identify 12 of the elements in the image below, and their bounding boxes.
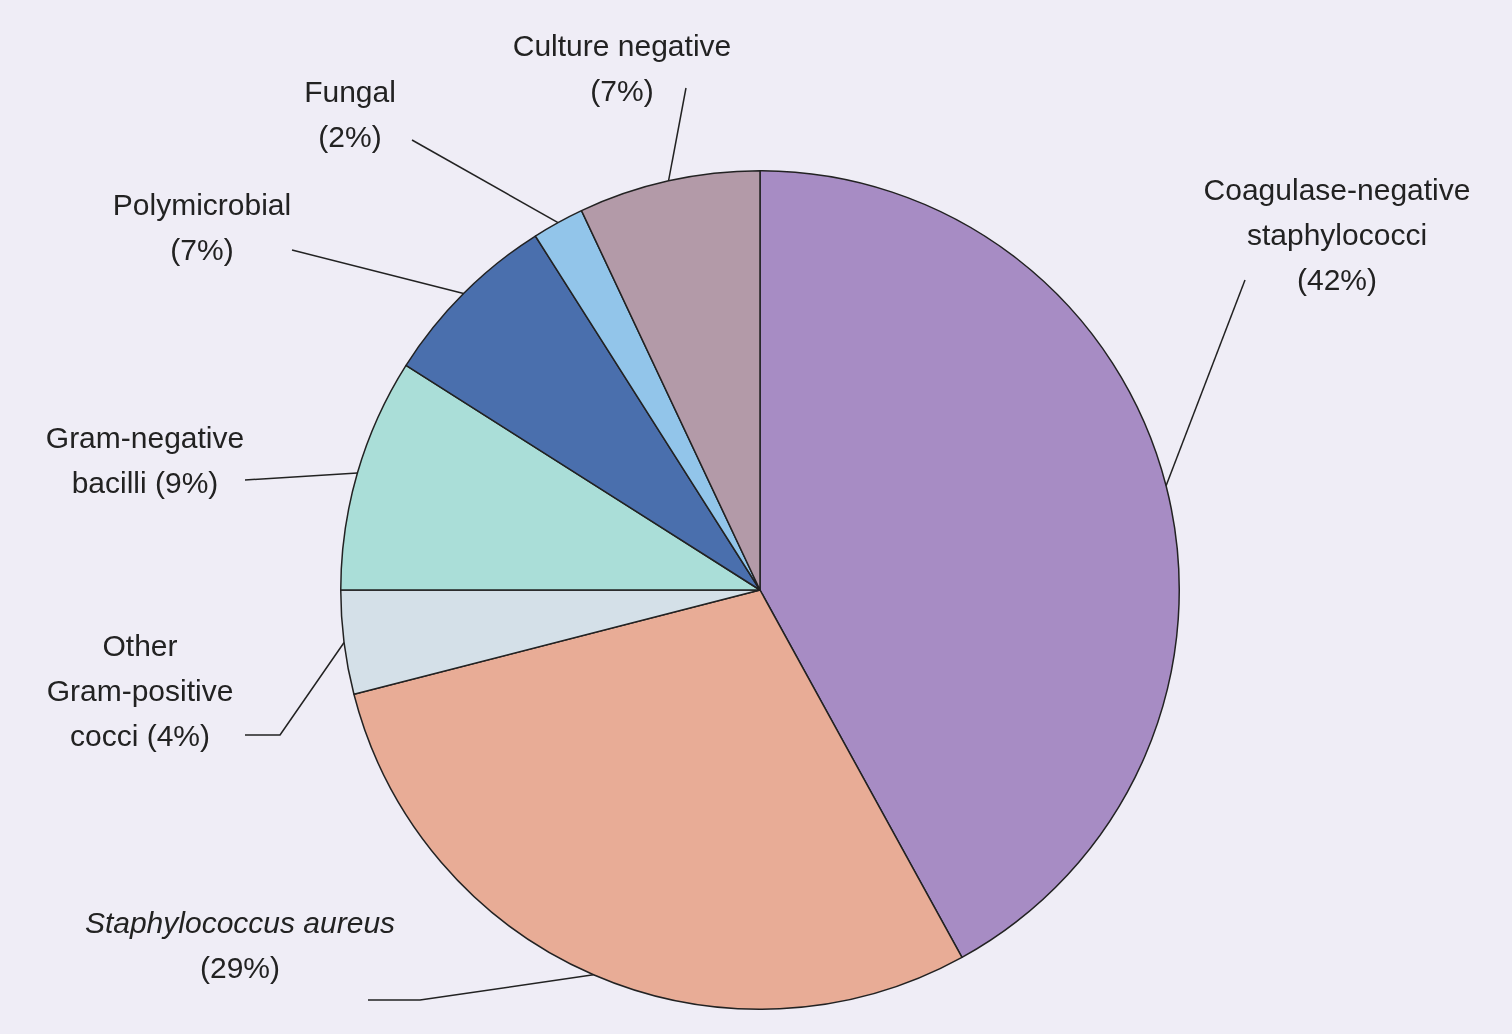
- slice-label: Other Gram-positive cocci (4%): [46, 629, 234, 753]
- slice-label: Coagulase-negative staphylococci: [1203, 173, 1471, 252]
- slice-label: Culture negative: [512, 29, 732, 63]
- data-label: (7%): [590, 74, 654, 108]
- slice-label: Polymicrobial: [112, 188, 292, 222]
- data-label: (29%): [199, 951, 281, 985]
- data-label: (2%): [318, 120, 382, 154]
- slice-label: Fungal: [304, 75, 396, 109]
- data-label: (7%): [170, 233, 234, 267]
- slice-label: Gram-negative bacilli (9%): [45, 421, 245, 500]
- data-label: (42%): [1296, 263, 1378, 297]
- slice-label: Staphylococcus aureus: [84, 906, 396, 940]
